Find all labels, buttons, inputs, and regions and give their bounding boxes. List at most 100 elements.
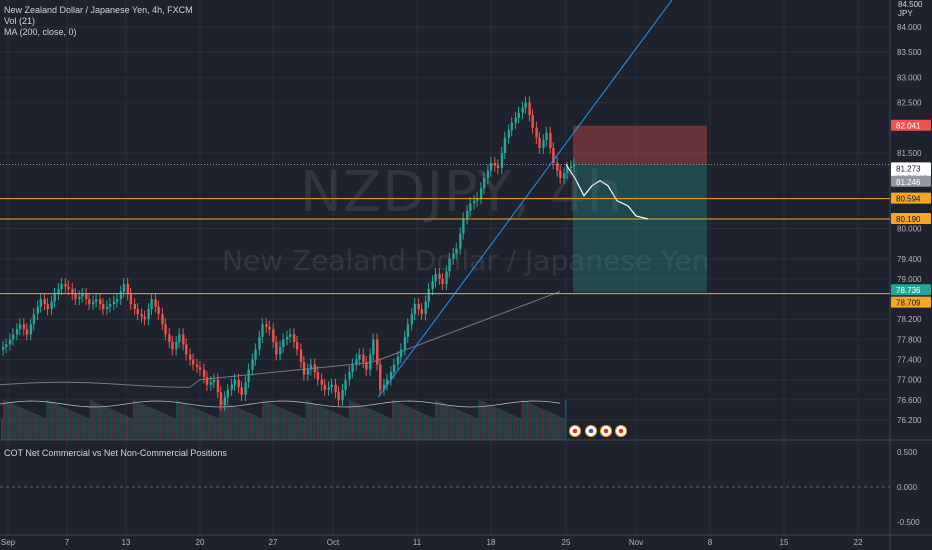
candle [261, 318, 264, 343]
candle [399, 343, 403, 364]
take-profit-zone [573, 164, 707, 293]
candle [112, 295, 116, 311]
volume-bar [76, 413, 79, 440]
price-label-text: 82.041 [896, 122, 921, 131]
candle [510, 116, 514, 137]
candle-body [292, 334, 296, 342]
candle-body [5, 344, 8, 347]
candle [355, 353, 358, 371]
candle-body [230, 384, 233, 390]
volume-bar [114, 411, 117, 440]
candle [247, 363, 250, 389]
volume-bar [98, 404, 101, 440]
volume-bar [269, 403, 272, 440]
volume-bar [189, 406, 192, 440]
volume-bar [419, 412, 422, 440]
volume-bar [369, 409, 372, 440]
candle-body [486, 170, 490, 179]
candle [67, 280, 70, 296]
candle [171, 335, 174, 356]
volume-bar [430, 417, 433, 440]
volume-bar [341, 416, 344, 440]
candle-body [542, 140, 545, 148]
volume-bar [12, 404, 15, 440]
candle [168, 328, 171, 348]
volume-bar [469, 415, 472, 440]
candle-body [528, 102, 531, 116]
volume-bar [437, 401, 440, 440]
candle [71, 282, 74, 301]
volume-bar [253, 415, 256, 440]
volume-bar [51, 402, 54, 440]
candle [334, 378, 337, 399]
candle [538, 131, 541, 154]
candle-body [316, 372, 320, 380]
candle-body [327, 387, 330, 390]
candle-body [101, 304, 105, 310]
candle [496, 159, 500, 175]
time-tick-label: Sep [1, 538, 16, 547]
candle [223, 391, 227, 411]
volume-bar [201, 411, 204, 440]
candle [427, 282, 430, 308]
volume-bar [510, 414, 513, 440]
candle-body [330, 384, 333, 388]
candle-body [268, 326, 271, 330]
candle [178, 328, 181, 348]
price-label-box [891, 119, 931, 131]
volume-bar [562, 418, 565, 440]
candle [441, 272, 444, 291]
price-tick-label: 76.200 [897, 416, 922, 425]
candle-body [320, 379, 324, 385]
volume-bar [171, 417, 174, 440]
volume-bar [162, 413, 165, 440]
price-tick-label: 77.400 [897, 356, 922, 365]
candle [279, 340, 282, 361]
volume-bar [414, 410, 417, 440]
candle-body [112, 301, 116, 305]
volume-bar [44, 418, 47, 440]
candle [11, 328, 15, 346]
volume-bar [94, 402, 97, 440]
volume-bar [23, 409, 26, 440]
candle-body [482, 178, 486, 189]
candle-body [57, 289, 60, 295]
volume-bar [532, 405, 535, 440]
volume-bar [351, 401, 354, 440]
candle [164, 318, 167, 341]
volume-bar [471, 416, 474, 440]
candle [122, 277, 126, 298]
candle-body [413, 304, 417, 315]
candle [473, 194, 476, 210]
candle [365, 356, 368, 376]
candle-body [8, 339, 12, 345]
candle [88, 293, 91, 311]
candle-body [126, 283, 130, 295]
candle-body [452, 253, 455, 259]
candle [95, 293, 98, 308]
candle-body [573, 164, 576, 167]
price-tick-label: 79.400 [897, 255, 922, 264]
candle-body [295, 341, 299, 350]
candle-body [212, 379, 216, 383]
candle [306, 363, 310, 381]
volume-bar [457, 410, 460, 440]
candle [417, 298, 421, 316]
candle-body [434, 273, 437, 282]
candle [25, 323, 29, 341]
candle [258, 330, 261, 356]
candle [362, 348, 365, 369]
candle-body [85, 294, 88, 300]
volume-bar [157, 411, 160, 440]
volume-bar [37, 415, 40, 440]
candle-body [178, 334, 181, 342]
price-label-text: 78.709 [896, 299, 921, 308]
volume-bar [487, 404, 490, 440]
volume-bar [46, 400, 49, 440]
candle-body [46, 304, 49, 310]
volume-bar [516, 417, 519, 440]
candle [64, 277, 67, 293]
candle-body [216, 379, 220, 393]
volume-bar [276, 406, 279, 440]
